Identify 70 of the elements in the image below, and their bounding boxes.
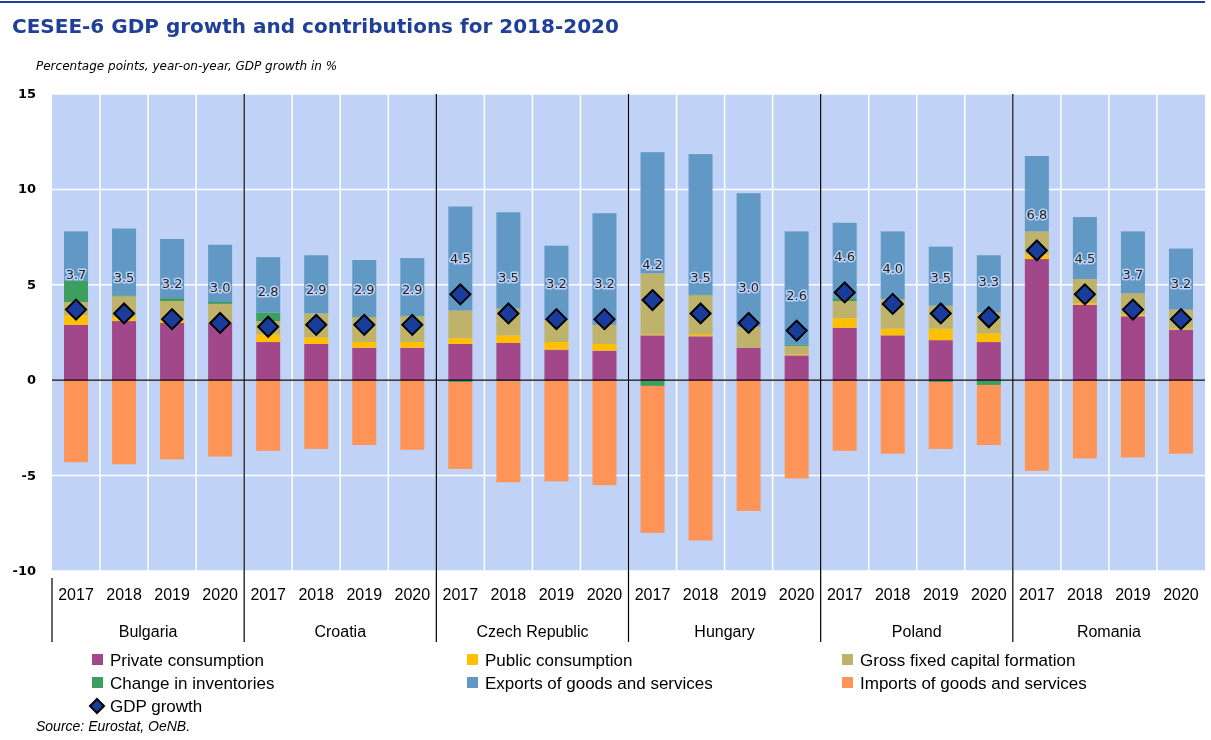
x-tick-label: 2018 bbox=[874, 586, 911, 603]
source-note: Source: Eurostat, OeNB. bbox=[36, 718, 191, 734]
legend-label: Private consumption bbox=[110, 651, 265, 670]
legend-label: Change in inventories bbox=[110, 674, 275, 693]
text: Czech Republic bbox=[476, 623, 589, 640]
data-label: 3.2 bbox=[546, 276, 567, 292]
legend-label: Imports of goods and services bbox=[860, 674, 1087, 693]
chart-subtitle: Percentage points, year-on-year, GDP growth in % bbox=[36, 59, 338, 73]
data-label: 6.8 bbox=[1026, 207, 1048, 223]
y-tick-label: 10 bbox=[17, 181, 36, 197]
x-tick-label: 2020 bbox=[971, 586, 1007, 603]
data-label: 2.9 bbox=[401, 281, 423, 297]
legend-label: GDP growth bbox=[110, 697, 203, 716]
x-tick-label: 2020 bbox=[1163, 586, 1199, 603]
legend-label: Public consumption bbox=[485, 651, 633, 670]
data-label: 2.8 bbox=[257, 283, 279, 299]
text: Bulgaria bbox=[118, 623, 178, 640]
data-label: 3.5 bbox=[690, 270, 711, 286]
x-tick-label: 2018 bbox=[106, 586, 142, 603]
data-label: 4.5 bbox=[450, 251, 471, 267]
data-label: 3.2 bbox=[161, 276, 183, 292]
data-label: 4.6 bbox=[834, 249, 856, 265]
x-tick-label: 2019 bbox=[1115, 586, 1151, 603]
data-label: 2.9 bbox=[305, 281, 327, 297]
data-label: 3.5 bbox=[498, 270, 519, 286]
data-label: 2.9 bbox=[353, 281, 375, 297]
x-tick-label: 2017 bbox=[1019, 586, 1055, 603]
data-label: 3.2 bbox=[1170, 276, 1192, 292]
x-tick-label: 2019 bbox=[154, 586, 190, 603]
x-tick-label: 2018 bbox=[682, 586, 719, 603]
data-label: 3.2 bbox=[594, 276, 615, 292]
data-label: 3.7 bbox=[1122, 266, 1144, 282]
data-label: 3.5 bbox=[113, 270, 135, 286]
x-tick-label: 2018 bbox=[1067, 586, 1103, 603]
x-tick-label: 2020 bbox=[778, 586, 815, 603]
text: Romania bbox=[1076, 623, 1142, 640]
y-tick-label: -10 bbox=[12, 563, 36, 578]
y-tick-label: 5 bbox=[26, 276, 36, 292]
x-tick-label: 2019 bbox=[346, 586, 383, 603]
data-label: 2.6 bbox=[786, 287, 807, 303]
x-tick-label: 2017 bbox=[442, 586, 479, 603]
data-label: 4.5 bbox=[1074, 251, 1096, 267]
x-tick-label: 2017 bbox=[634, 586, 671, 603]
x-tick-label: 2017 bbox=[826, 586, 863, 603]
x-tick-label: 2020 bbox=[202, 586, 239, 603]
x-tick-label: 2018 bbox=[490, 586, 527, 603]
y-tick-label: -5 bbox=[21, 467, 36, 483]
x-tick-label: 2019 bbox=[730, 586, 767, 603]
text: Hungary bbox=[694, 623, 755, 640]
data-label: 3.7 bbox=[65, 266, 87, 282]
x-tick-label: 2017 bbox=[58, 586, 94, 603]
legend-label: Gross fixed capital formation bbox=[860, 651, 1076, 670]
data-label: 4.0 bbox=[882, 260, 904, 276]
text: Croatia bbox=[314, 623, 367, 640]
x-tick-label: 2020 bbox=[394, 586, 431, 603]
data-label: 3.5 bbox=[930, 270, 952, 286]
x-tick-label: 2019 bbox=[538, 586, 575, 603]
y-tick-label: 15 bbox=[17, 86, 36, 101]
x-tick-label: 2018 bbox=[298, 586, 335, 603]
x-tick-label: 2019 bbox=[922, 586, 959, 603]
data-label: 3.0 bbox=[209, 279, 231, 295]
data-label: 3.0 bbox=[738, 279, 759, 295]
y-tick-label: 0 bbox=[26, 372, 36, 388]
chart-title: CESEE-6 GDP growth and contributions for 2018-2020 bbox=[12, 14, 619, 38]
legend-label: Exports of goods and services bbox=[485, 674, 713, 693]
data-label: 4.2 bbox=[642, 257, 663, 273]
x-tick-label: 2020 bbox=[586, 586, 623, 603]
text: Poland bbox=[891, 623, 942, 640]
data-label: 3.3 bbox=[978, 274, 1000, 290]
x-tick-label: 2017 bbox=[250, 586, 287, 603]
